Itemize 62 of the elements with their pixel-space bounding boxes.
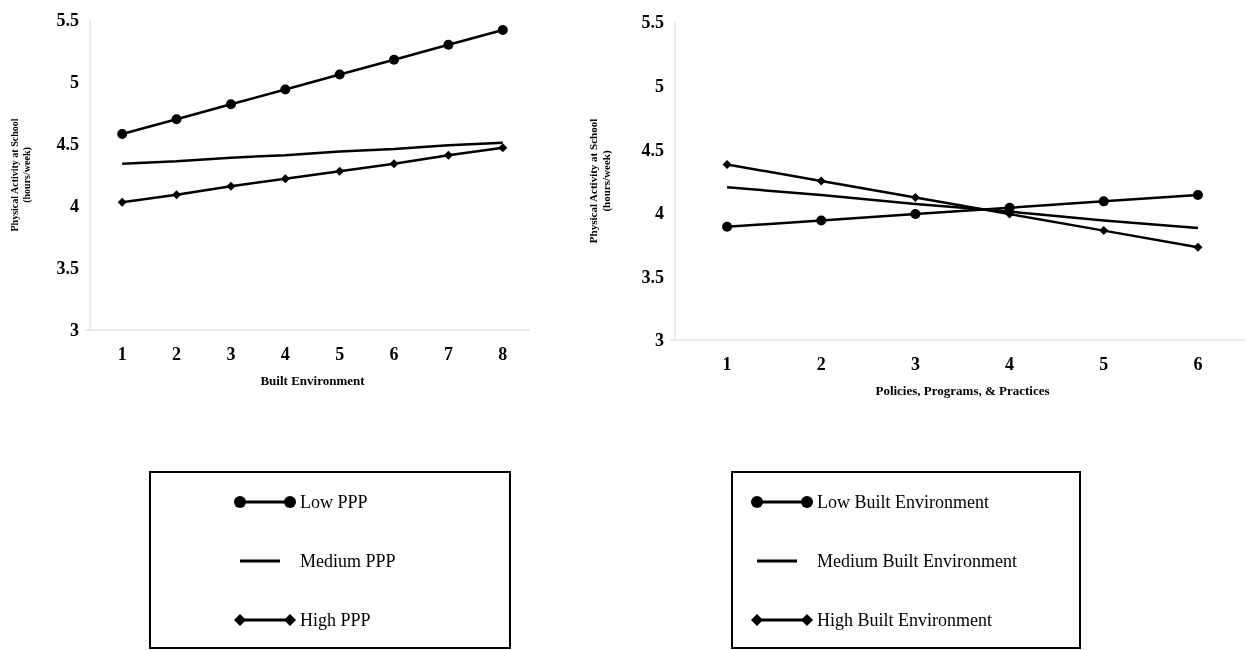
point — [1192, 189, 1203, 200]
x-tick-label: 4 — [1005, 354, 1015, 374]
y-tick-label: 3 — [655, 330, 664, 351]
x-tick-label: 3 — [910, 354, 920, 374]
x-tick-label: 1 — [117, 344, 127, 364]
y-tick-label: 4 — [655, 203, 664, 224]
point — [225, 99, 236, 110]
legend-label: Low Built Environment — [817, 492, 989, 513]
y-axis-title: Physical Activity at School (hours/week) — [587, 118, 614, 244]
y-tick-label: 5.5 — [56, 10, 79, 31]
point — [816, 215, 827, 226]
legend-label: Medium PPP — [300, 551, 396, 572]
point — [910, 193, 920, 203]
y-tick-label: 5.5 — [641, 12, 664, 33]
x-tick-label: 2 — [172, 344, 182, 364]
point — [443, 39, 454, 50]
point — [280, 84, 291, 95]
legend-label: High Built Environment — [817, 610, 992, 631]
point — [1193, 242, 1203, 252]
point — [910, 209, 921, 220]
point — [171, 114, 182, 125]
point — [117, 129, 128, 140]
x-tick-label: 6 — [1193, 354, 1203, 374]
y-tick-label: 4.5 — [641, 139, 664, 160]
point — [389, 159, 399, 169]
legend-label: Medium Built Environment — [817, 551, 1017, 572]
legend-label: Low PPP — [300, 492, 368, 513]
point — [117, 197, 127, 207]
point — [334, 69, 345, 80]
x-axis-title: Built Environment — [260, 373, 366, 388]
point — [1098, 196, 1109, 207]
y-tick-label: 3.5 — [641, 266, 664, 287]
y-tick-label: 4.5 — [56, 134, 79, 155]
point — [1099, 226, 1109, 236]
y-tick-label: 3.5 — [56, 258, 79, 279]
point — [389, 54, 400, 65]
legend-label: High PPP — [300, 610, 371, 631]
x-tick-label: 1 — [722, 354, 732, 374]
x-tick-label: 3 — [226, 344, 236, 364]
point — [497, 24, 508, 35]
x-tick-label: 2 — [816, 354, 826, 374]
point — [172, 190, 182, 200]
point — [722, 159, 732, 169]
x-tick-label: 5 — [335, 344, 345, 364]
point — [443, 150, 453, 160]
point — [722, 221, 733, 232]
x-tick-label: 4 — [280, 344, 290, 364]
x-axis-title: Policies, Programs, & Practices — [875, 383, 1050, 398]
x-tick-label: 8 — [498, 344, 508, 364]
y-tick-label: 5 — [70, 72, 79, 93]
y-axis-title: Physical Activity at School (hours/week) — [9, 118, 33, 232]
point — [280, 174, 290, 184]
y-tick-label: 3 — [70, 320, 79, 341]
point — [335, 166, 345, 176]
x-tick-label: 7 — [443, 344, 453, 364]
y-tick-label: 5 — [655, 75, 664, 96]
point — [498, 143, 508, 153]
y-tick-label: 4 — [70, 196, 79, 217]
x-tick-label: 5 — [1099, 354, 1109, 374]
point — [816, 176, 826, 186]
x-tick-label: 6 — [389, 344, 399, 364]
point — [226, 181, 236, 191]
